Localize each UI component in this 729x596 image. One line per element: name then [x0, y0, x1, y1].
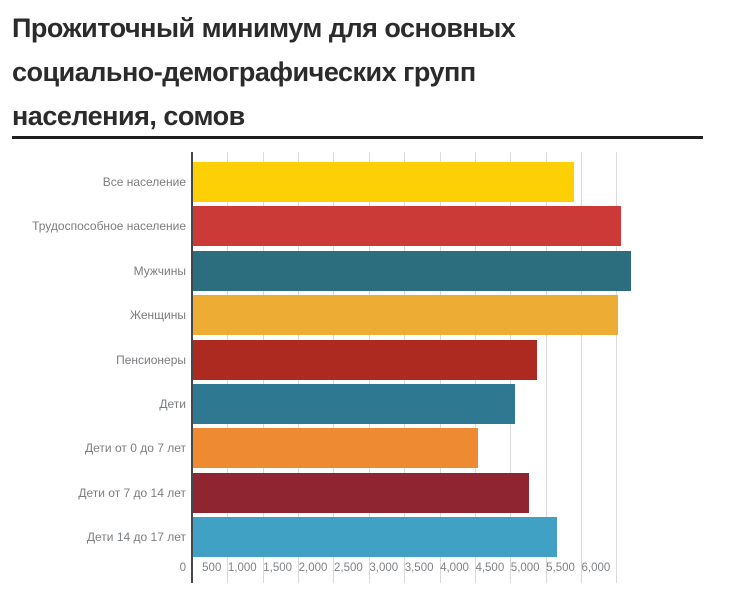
xtick-label: 4,500 [475, 562, 505, 574]
gridline [580, 152, 582, 583]
category-label: Дети 14 до 17 лет [86, 530, 186, 545]
bar-row-6[interactable] [193, 384, 516, 424]
xtick-label: 3,500 [404, 562, 434, 574]
category-label: Дети от 7 до 14 лет [78, 485, 186, 500]
bar-row-1[interactable] [193, 162, 575, 202]
xtick-label: 2,500 [334, 562, 363, 574]
category-label: Все население [102, 175, 186, 189]
bar-row-2[interactable] [193, 206, 622, 247]
gridline [545, 152, 547, 583]
category-label: Мужчины [133, 263, 186, 278]
bar-chart: Все население Трудоспособное население Муж… [0, 152, 729, 596]
chart-title: Прожиточный минимум для основных социаль… [12, 13, 516, 131]
category-label: Дети от 0 до 7 лет [85, 441, 186, 456]
xtick-label: 6,000 [581, 562, 611, 574]
bar-row-9[interactable] [193, 517, 557, 558]
bar-row-8[interactable] [193, 472, 529, 513]
xtick-label: 5,000 [510, 562, 540, 574]
category-label: Пенсионеры [116, 352, 186, 367]
xtick-label: 2,000 [298, 562, 328, 574]
xtick-label: 500 [202, 562, 222, 574]
category-label: Дети [159, 397, 186, 411]
title-divider [12, 136, 703, 139]
gridline [616, 152, 618, 583]
xtick-label: 4,000 [440, 562, 469, 574]
category-label: Трудоспособное население [32, 219, 186, 234]
bar-row-4[interactable] [193, 295, 618, 336]
bar-row-5[interactable] [193, 339, 537, 380]
xtick-label: 5,500 [546, 562, 575, 574]
xtick-label: 3,000 [369, 562, 399, 574]
y-axis-line [191, 152, 193, 583]
xtick-label: 0 [179, 562, 186, 574]
bar-row-7[interactable] [193, 428, 478, 469]
category-label: Женщины [129, 308, 186, 323]
xtick-label: 1,000 [227, 562, 257, 574]
bar-row-3[interactable] [193, 250, 631, 291]
xtick-label: 1,500 [263, 562, 293, 574]
